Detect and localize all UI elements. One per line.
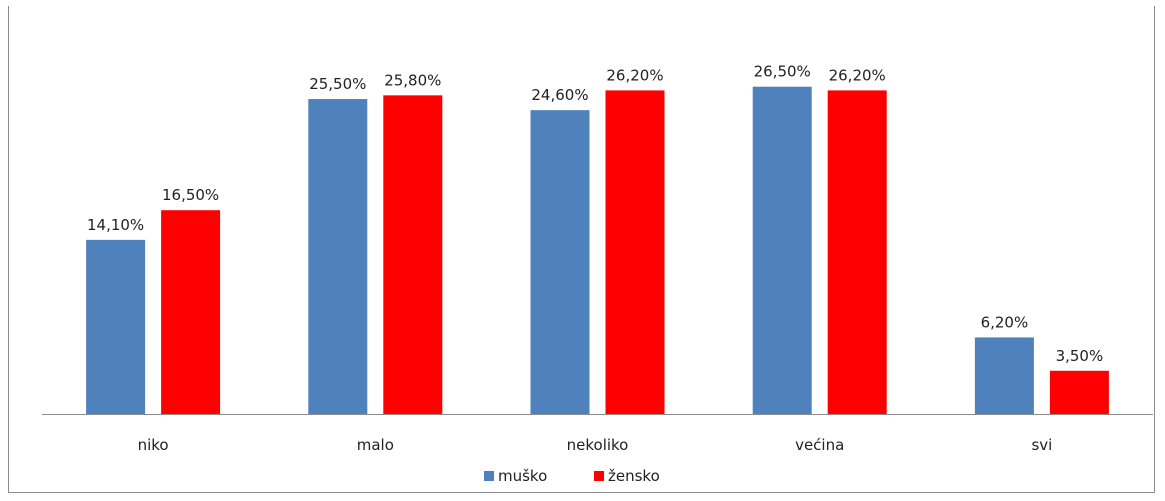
data-label: 25,80%	[384, 71, 441, 89]
category-label: niko	[138, 436, 169, 454]
bar-muško-nekoliko	[530, 110, 590, 414]
chart-frame	[8, 6, 1155, 493]
data-label: 26,20%	[829, 66, 886, 84]
bar-žensko-niko	[161, 210, 221, 414]
bar-žensko-malo	[383, 95, 443, 415]
bar-muško-većina	[752, 86, 812, 414]
legend-label: muško	[498, 467, 547, 485]
data-label: 16,50%	[162, 186, 219, 204]
bar-muško-malo	[308, 99, 368, 414]
legend-swatch-žensko	[594, 471, 604, 481]
data-label: 14,10%	[87, 216, 144, 234]
data-label: 3,50%	[1056, 347, 1104, 365]
bar-žensko-svi	[1049, 370, 1109, 414]
data-label: 26,50%	[754, 63, 811, 81]
category-label: svi	[1031, 436, 1052, 454]
data-label: 24,60%	[531, 86, 588, 104]
data-label: 26,20%	[606, 66, 663, 84]
category-label: nekoliko	[567, 436, 629, 454]
bar-žensko-većina	[827, 90, 887, 415]
legend-swatch-muško	[484, 471, 494, 481]
bar-muško-niko	[86, 239, 146, 414]
bar-muško-svi	[974, 337, 1034, 414]
category-label: većina	[795, 436, 844, 454]
data-label: 25,50%	[309, 75, 366, 93]
category-label: malo	[357, 436, 394, 454]
bar-žensko-nekoliko	[605, 90, 665, 415]
legend-label: žensko	[608, 467, 660, 485]
data-label: 6,20%	[981, 313, 1029, 331]
